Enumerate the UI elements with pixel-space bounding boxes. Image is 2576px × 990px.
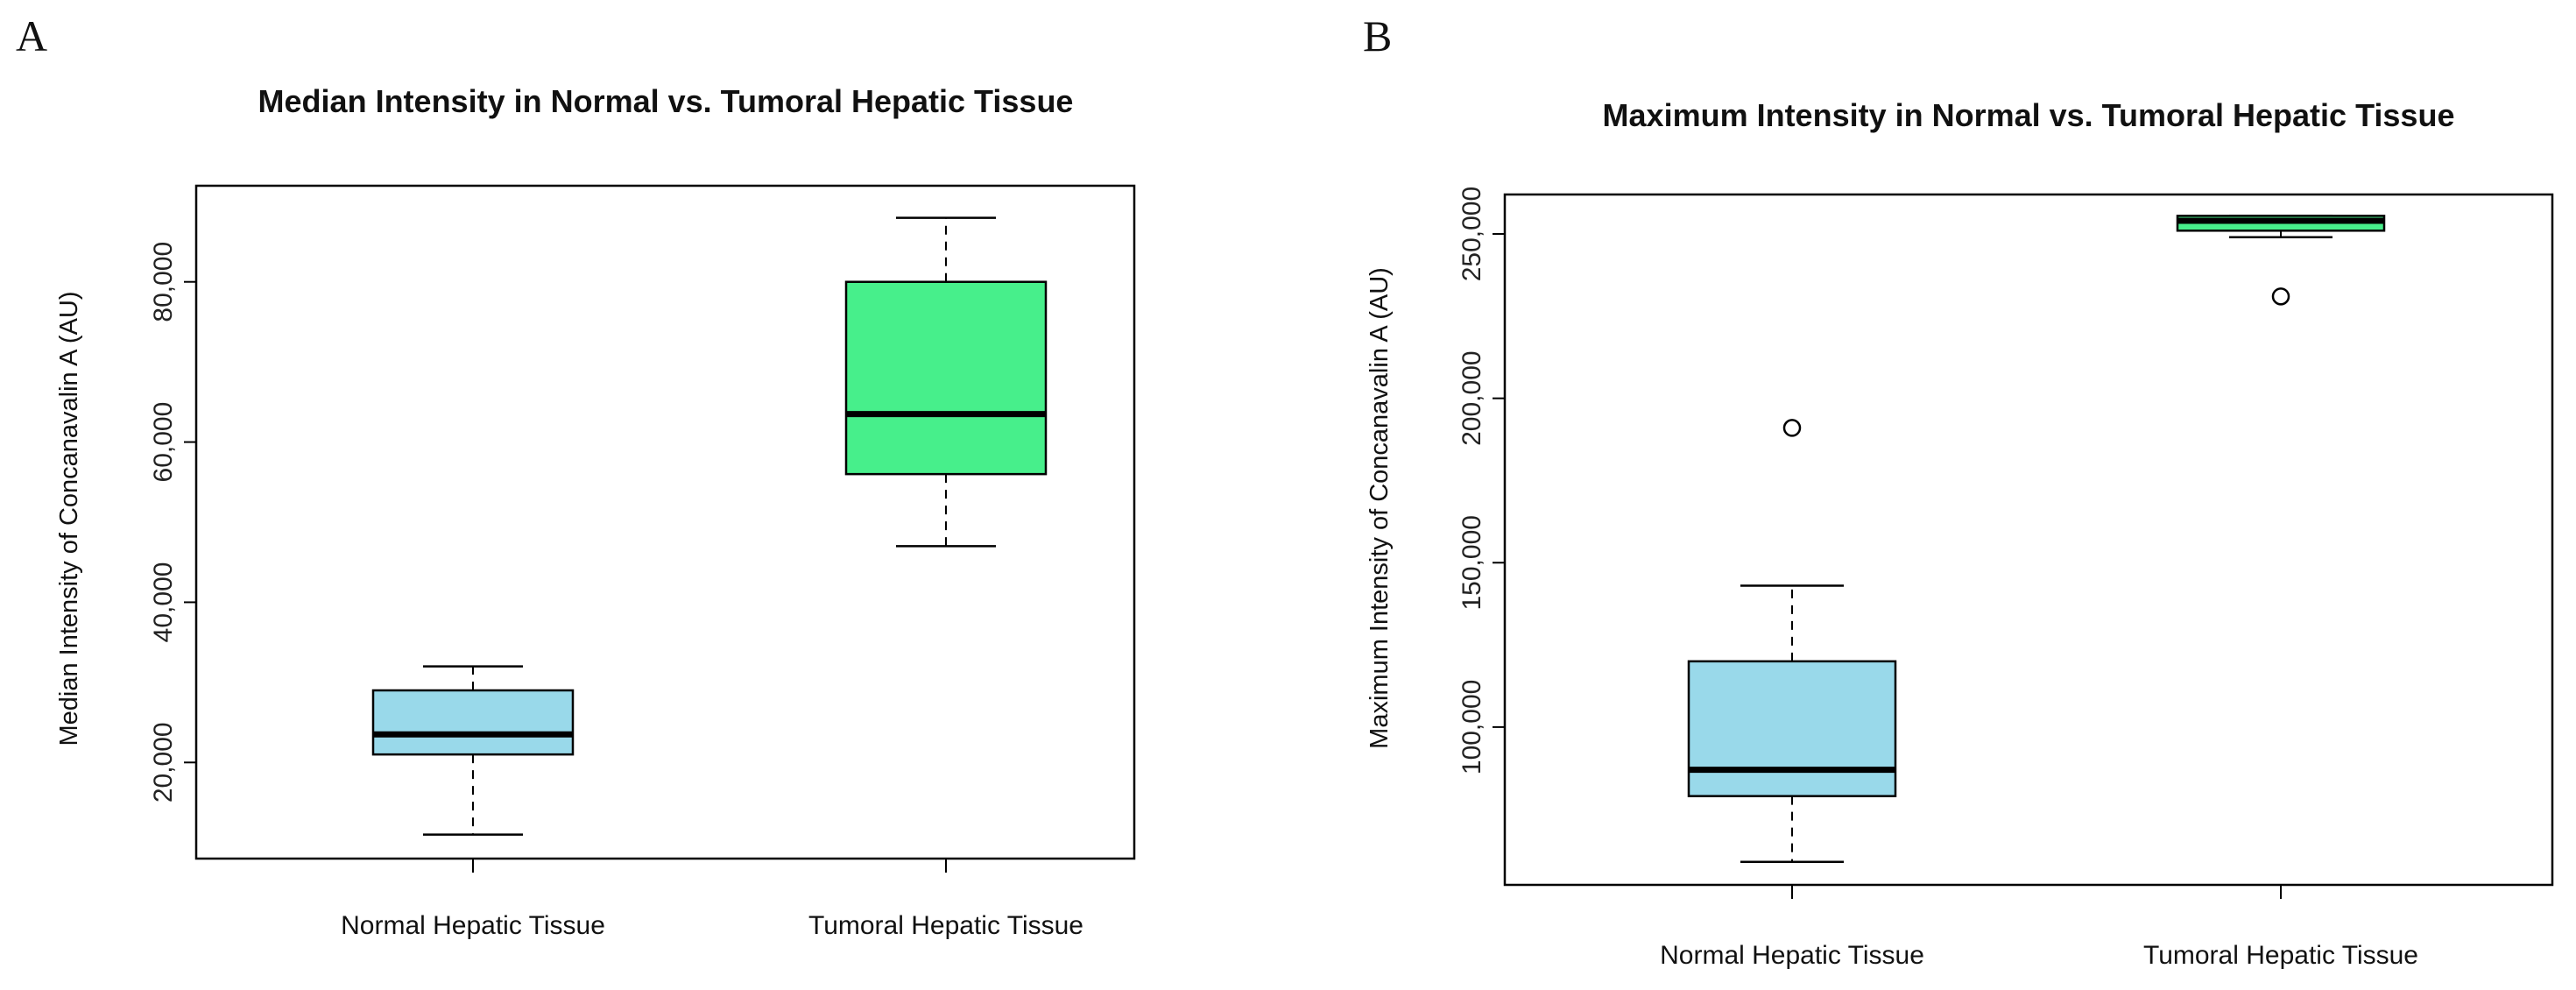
panel-b-category-normal: Normal Hepatic Tissue — [1660, 941, 1924, 970]
panel-a-category-normal: Normal Hepatic Tissue — [341, 911, 605, 940]
panel-a-category-tumoral: Tumoral Hepatic Tissue — [808, 911, 1083, 940]
panel-a-box-normal-iqr — [371, 689, 575, 756]
panel-a-box-tumoral-iqr — [844, 280, 1048, 476]
panel-a-y-axis-label: Median Intensity of Concanavalin A (AU) — [55, 291, 83, 746]
panel-a: A Median Intensity in Normal vs. Tumoral… — [16, 11, 1136, 940]
panel-a-plot-frame — [194, 184, 1136, 860]
panel-b-plot-frame — [1503, 193, 2554, 887]
panel-b-box-tumoral — [2176, 215, 2386, 306]
panel-b-y-tick-label: 150,000 — [1457, 515, 1486, 610]
panel-a-label: A — [16, 11, 47, 60]
panel-a-y-tick-label: 80,000 — [149, 242, 178, 322]
panel-b-y-tick-label: 250,000 — [1457, 187, 1486, 281]
panel-b-y-tick-label: 100,000 — [1457, 680, 1486, 774]
panel-a-title: Median Intensity in Normal vs. Tumoral H… — [258, 83, 1074, 119]
panel-b-x-ticks: Normal Hepatic Tissue Tumoral Hepatic Ti… — [1660, 885, 2418, 970]
panel-a-y-tick-label: 20,000 — [149, 722, 178, 803]
panel-a-box-tumoral — [844, 216, 1048, 548]
panel-b-y-tick-label: 200,000 — [1457, 350, 1486, 445]
panel-b-box-normal — [1687, 419, 1897, 863]
panel-b-box-normal-outlier — [1782, 419, 1802, 437]
panel-b-label: B — [1363, 11, 1392, 60]
panel-b-category-tumoral: Tumoral Hepatic Tissue — [2143, 941, 2418, 970]
panel-a-y-ticks: 20,000 40,000 60,000 80,000 — [149, 242, 196, 803]
panel-a-y-tick-label: 40,000 — [149, 562, 178, 643]
panel-b-box-tumoral-outlier — [2271, 287, 2290, 306]
panel-b-boxes — [1687, 215, 2386, 863]
panel-b-box-normal-iqr — [1687, 660, 1897, 797]
panel-b-title: Maximum Intensity in Normal vs. Tumoral … — [1603, 97, 2455, 133]
panel-b-y-axis-label: Maximum Intensity of Concanavalin A (AU) — [1366, 267, 1394, 749]
panel-a-y-tick-label: 60,000 — [149, 402, 178, 483]
panel-b: B Maximum Intensity in Normal vs. Tumora… — [1363, 11, 2554, 970]
panel-a-x-ticks: Normal Hepatic Tissue Tumoral Hepatic Ti… — [341, 859, 1083, 940]
panel-b-y-ticks: 100,000 150,000 200,000 250,000 — [1457, 187, 1505, 774]
panel-a-box-normal — [371, 665, 575, 836]
panel-a-boxes — [371, 216, 1048, 836]
